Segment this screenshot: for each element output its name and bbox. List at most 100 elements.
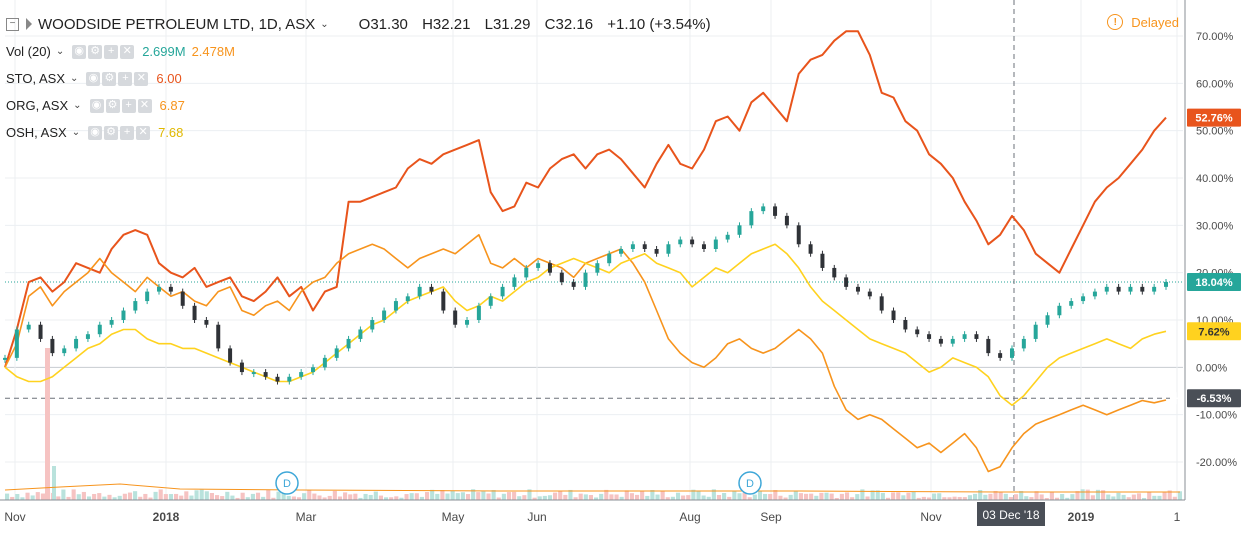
collapse-icon[interactable]: − xyxy=(6,17,19,31)
delayed-indicator[interactable]: ! Delayed xyxy=(1107,14,1179,30)
settings-icon[interactable]: ⚙ xyxy=(104,125,119,140)
volume-bar xyxy=(1142,497,1147,500)
volume-bar xyxy=(296,497,302,500)
visibility-icon[interactable]: ◉ xyxy=(72,44,87,59)
chevron-down-icon[interactable]: ⌄ xyxy=(73,100,82,111)
candle-body xyxy=(737,225,742,235)
remove-icon[interactable]: ✕ xyxy=(134,71,149,86)
volume-bar xyxy=(839,493,844,500)
volume-spike xyxy=(45,348,50,500)
volume-bar xyxy=(255,492,261,500)
candle-body xyxy=(157,286,162,292)
volume-bar xyxy=(942,497,947,500)
volume-bar xyxy=(793,490,798,500)
symbol-title[interactable]: WOODSIDE PETROLEUM LTD, 1D, ASX xyxy=(38,15,316,33)
volume-bar xyxy=(696,490,701,500)
remove-icon[interactable]: ✕ xyxy=(120,44,135,59)
candle-body xyxy=(1057,305,1062,316)
add-icon[interactable]: + xyxy=(121,98,136,113)
osh-price-tag-label: 7.62% xyxy=(1198,326,1229,338)
crosshair-price-tag-label: -6.53% xyxy=(1197,393,1232,405)
volume-bar xyxy=(107,494,112,500)
visibility-icon[interactable]: ◉ xyxy=(88,125,103,140)
volume-bar xyxy=(76,494,81,500)
chevron-down-icon[interactable]: ⌄ xyxy=(71,127,81,138)
candle-body xyxy=(547,263,552,273)
volume-bar xyxy=(20,497,25,500)
volume-bar xyxy=(921,496,926,500)
volume-bar xyxy=(706,496,711,500)
add-icon[interactable]: + xyxy=(120,125,135,140)
y-tick-label: 60.00% xyxy=(1196,78,1234,90)
candle-body xyxy=(121,310,126,320)
volume-bar xyxy=(1121,494,1126,500)
volume-bar xyxy=(1075,491,1080,500)
volume-bar xyxy=(522,495,527,500)
flag-icon[interactable] xyxy=(26,18,32,30)
candle-body xyxy=(642,244,647,249)
volume-bar xyxy=(885,497,891,500)
legend-row-volume: Vol (20) ⌄ ◉ ⚙ + ✕ 2.699M 2.478M xyxy=(6,38,721,65)
volume-bar xyxy=(763,493,768,500)
volume-bar xyxy=(158,489,163,500)
volume-bar xyxy=(1090,495,1095,500)
volume-bar xyxy=(1162,492,1167,500)
chevron-down-icon[interactable]: ⌄ xyxy=(320,18,329,30)
volume-bar xyxy=(1044,497,1049,500)
volume-bar xyxy=(1095,489,1101,500)
volume-bar xyxy=(337,496,343,500)
candle-body xyxy=(133,301,138,311)
volume-bar xyxy=(1039,494,1044,500)
candle-body xyxy=(441,291,446,311)
volume-bar xyxy=(261,496,266,500)
low-value: L31.29 xyxy=(484,15,531,33)
volume-bar xyxy=(957,496,962,500)
legend-label-volume[interactable]: Vol (20) xyxy=(6,44,51,59)
legend-label-osh[interactable]: OSH, ASX xyxy=(6,125,67,140)
dividend-marker[interactable]: D xyxy=(275,471,299,495)
settings-icon[interactable]: ⚙ xyxy=(102,71,117,86)
remove-icon[interactable]: ✕ xyxy=(137,98,152,113)
volume-bar xyxy=(568,489,573,500)
change-value: +1.10 (+3.54%) xyxy=(607,15,711,33)
dividend-marker[interactable]: D xyxy=(738,471,762,495)
volume-bar xyxy=(983,494,988,500)
volume-bar xyxy=(143,493,148,500)
volume-bar xyxy=(184,491,189,500)
candle-body xyxy=(678,239,683,245)
y-tick-label: -10.00% xyxy=(1196,410,1237,422)
chevron-down-icon[interactable]: ⌄ xyxy=(55,46,65,57)
candle-body xyxy=(879,296,884,311)
visibility-icon[interactable]: ◉ xyxy=(86,71,101,86)
add-icon[interactable]: + xyxy=(104,44,119,59)
legend-label-org[interactable]: ORG, ASX xyxy=(6,98,69,113)
volume-bar xyxy=(384,497,389,500)
x-tick-label: 2019 xyxy=(1068,510,1095,524)
volume-bar xyxy=(1054,497,1060,500)
volume-bar xyxy=(512,491,517,500)
time-axis[interactable]: Nov 2018 Mar May Jun Aug Sep Nov 03 Dec '18 2019 1 xyxy=(0,499,1185,526)
visibility-icon[interactable]: ◉ xyxy=(89,98,104,113)
volume-bar xyxy=(553,492,558,500)
candle-body xyxy=(950,338,955,344)
legend-label-sto[interactable]: STO, ASX xyxy=(6,71,66,86)
candle-body xyxy=(393,301,398,311)
volume-bar xyxy=(66,496,71,500)
chevron-down-icon[interactable]: ⌄ xyxy=(70,73,79,84)
candle-body xyxy=(666,244,671,254)
volume-bar xyxy=(148,497,153,500)
add-icon[interactable]: + xyxy=(118,71,133,86)
price-axis[interactable]: 70.00%60.00%50.00%40.00%30.00%20.00%10.0… xyxy=(1184,0,1237,500)
x-tick-label: May xyxy=(442,510,465,524)
legend-controls: ◉ ⚙ + ✕ xyxy=(89,98,152,113)
volume-bar xyxy=(742,492,747,500)
candle-body xyxy=(275,376,280,382)
volume-bar xyxy=(133,491,138,500)
volume-bar xyxy=(809,493,814,500)
remove-icon[interactable]: ✕ xyxy=(136,125,151,140)
settings-icon[interactable]: ⚙ xyxy=(105,98,120,113)
settings-icon[interactable]: ⚙ xyxy=(88,44,103,59)
candle-body xyxy=(725,234,730,240)
volume-bar xyxy=(343,492,348,500)
